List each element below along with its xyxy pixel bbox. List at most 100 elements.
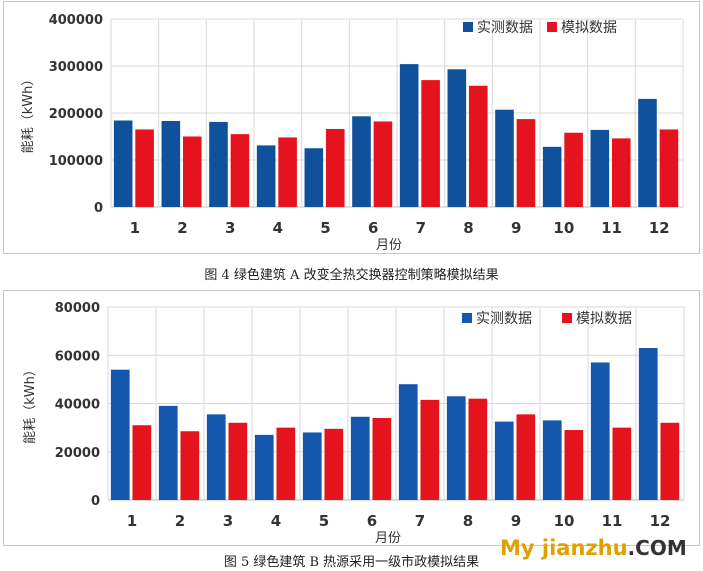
x-tick-label: 9 [511,219,521,237]
legend-swatch-measured [462,313,472,323]
legend-swatch-measured [463,22,473,32]
site-watermark: My jianzhu.COM [500,536,687,560]
bar-measured-11 [590,129,610,207]
x-tick-label: 1 [130,219,140,237]
x-tick-label: 7 [416,219,426,237]
watermark-suffix: .COM [627,536,687,560]
legend-label-simulated: 模拟数据 [561,20,617,36]
legend-swatch-simulated [547,22,557,32]
bar-measured-6 [350,416,370,500]
bar-measured-7 [399,64,419,207]
bar-measured-3 [209,121,228,207]
x-tick-label: 4 [273,219,283,237]
bar-simulated-6 [373,121,393,207]
y-tick-label: 300000 [49,60,103,75]
bar-simulated-12 [660,422,680,500]
bar-measured-1 [110,369,130,500]
bar-simulated-1 [135,129,154,207]
bar-measured-2 [158,405,178,500]
x-axis-label: 月份 [376,238,402,253]
bar-simulated-7 [420,399,440,500]
bar-simulated-10 [564,430,584,500]
bar-simulated-8 [468,398,488,500]
x-tick-label: 2 [175,512,185,530]
bar-measured-4 [256,145,276,207]
bar-measured-4 [254,434,274,500]
y-tick-label: 0 [91,494,100,509]
legend-label-measured: 实测数据 [477,20,533,36]
chart-b-caption: 图 5 绿色建筑 B 热源采用一级市政模拟结果 [223,555,480,570]
y-axis-label: 能耗（kWh） [21,73,36,154]
bar-simulated-1 [132,425,152,500]
legend-label-simulated: 模拟数据 [576,311,632,327]
bar-simulated-10 [564,132,583,207]
bar-measured-7 [398,384,418,500]
x-tick-label: 5 [319,512,329,530]
x-tick-label: 6 [368,219,378,237]
x-tick-label: 5 [320,219,330,237]
bar-measured-6 [352,116,371,207]
x-tick-label: 2 [177,219,187,237]
x-tick-label: 10 [553,219,574,237]
bar-measured-5 [302,432,322,500]
y-tick-label: 80000 [55,301,100,316]
y-axis-label: 能耗（kWh） [23,363,38,444]
legend-swatch-simulated [562,313,572,323]
bar-measured-12 [638,348,658,500]
x-tick-label: 1 [127,512,137,530]
y-tick-label: 400000 [49,13,103,28]
bar-simulated-3 [230,134,250,207]
bar-simulated-2 [180,431,200,500]
bar-measured-11 [590,362,610,500]
bar-measured-2 [161,120,181,207]
x-tick-label: 11 [602,512,623,530]
bar-measured-8 [446,396,466,500]
y-tick-label: 0 [94,201,103,216]
y-tick-label: 200000 [49,107,103,122]
bar-simulated-9 [516,414,536,500]
x-tick-label: 12 [650,512,671,530]
bar-simulated-8 [468,85,488,207]
bar-measured-3 [206,414,226,500]
bar-measured-9 [494,421,514,500]
chart-a-panel: 0 100000 200000 300000 400000 1 2 3 4 5 6 7 8 9 10 11 12… [3,1,700,254]
bar-simulated-12 [659,129,679,207]
bar-measured-8 [447,69,467,207]
chart-b-panel: 0 20000 40000 60000 80000 1 2 3 4 5 6 7 8 9 10 11 12 月份 能耗… [3,290,700,546]
y-tick-label: 20000 [55,446,100,461]
bar-simulated-5 [325,128,345,207]
x-tick-label: 6 [367,512,377,530]
x-tick-label: 9 [511,512,521,530]
bar-simulated-11 [612,427,632,500]
bar-simulated-3 [228,422,248,500]
bar-measured-12 [638,98,657,207]
bar-simulated-4 [276,427,296,500]
bar-simulated-9 [516,119,536,207]
legend-label-measured: 实测数据 [476,311,532,327]
x-axis-label: 月份 [375,531,401,545]
x-tick-label: 8 [463,512,473,530]
x-tick-label: 7 [415,512,425,530]
bar-simulated-6 [372,417,392,500]
y-tick-label: 60000 [55,349,100,364]
bar-simulated-4 [278,137,297,207]
x-tick-label: 12 [649,219,670,237]
x-tick-label: 10 [554,512,575,530]
bar-measured-10 [542,420,562,500]
bar-simulated-5 [324,428,344,500]
bar-measured-10 [542,146,562,207]
bar-simulated-11 [611,138,631,207]
x-tick-label: 11 [601,219,622,237]
bar-measured-1 [113,120,133,207]
x-tick-label: 3 [223,512,233,530]
x-tick-label: 3 [225,219,235,237]
x-tick-label: 8 [463,219,473,237]
bar-simulated-2 [182,136,202,207]
y-tick-label: 100000 [49,154,103,169]
bar-measured-9 [495,109,514,207]
watermark-main: My jianzhu [500,536,628,560]
x-tick-label: 4 [271,512,281,530]
bar-simulated-7 [421,80,440,207]
